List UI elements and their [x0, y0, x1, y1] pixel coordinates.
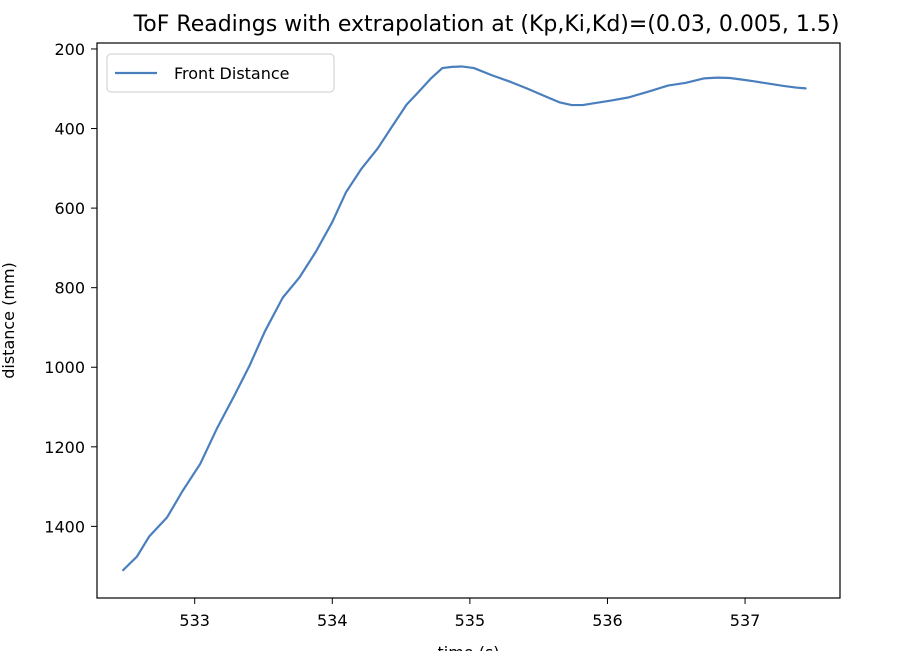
legend-box	[106, 53, 335, 93]
series-line-0	[122, 65, 807, 572]
y-tick-label: 400	[54, 120, 85, 139]
y-tick-label: 600	[54, 199, 85, 218]
chart-title: ToF Readings with extrapolation at (Kp,K…	[133, 12, 840, 37]
legend-label: Front Distance	[174, 64, 290, 83]
y-tick-label: 1000	[44, 358, 85, 377]
plot-area	[97, 43, 840, 598]
y-axis-label: distance (mm)	[0, 262, 18, 379]
x-tick-label: 534	[317, 611, 348, 630]
plot-group: ToF Readings with extrapolation at (Kp,K…	[0, 12, 841, 651]
x-axis-label: time (s)	[437, 643, 499, 651]
x-tick-label: 537	[730, 611, 761, 630]
y-tick-label: 800	[54, 279, 85, 298]
x-tick-label: 535	[455, 611, 486, 630]
y-tick-label: 200	[54, 40, 85, 59]
x-tick-label: 533	[179, 611, 210, 630]
x-tick-label: 536	[592, 611, 623, 630]
y-tick-label: 1200	[44, 438, 85, 457]
y-tick-label: 1400	[44, 517, 85, 536]
axes-frame	[96, 42, 841, 599]
